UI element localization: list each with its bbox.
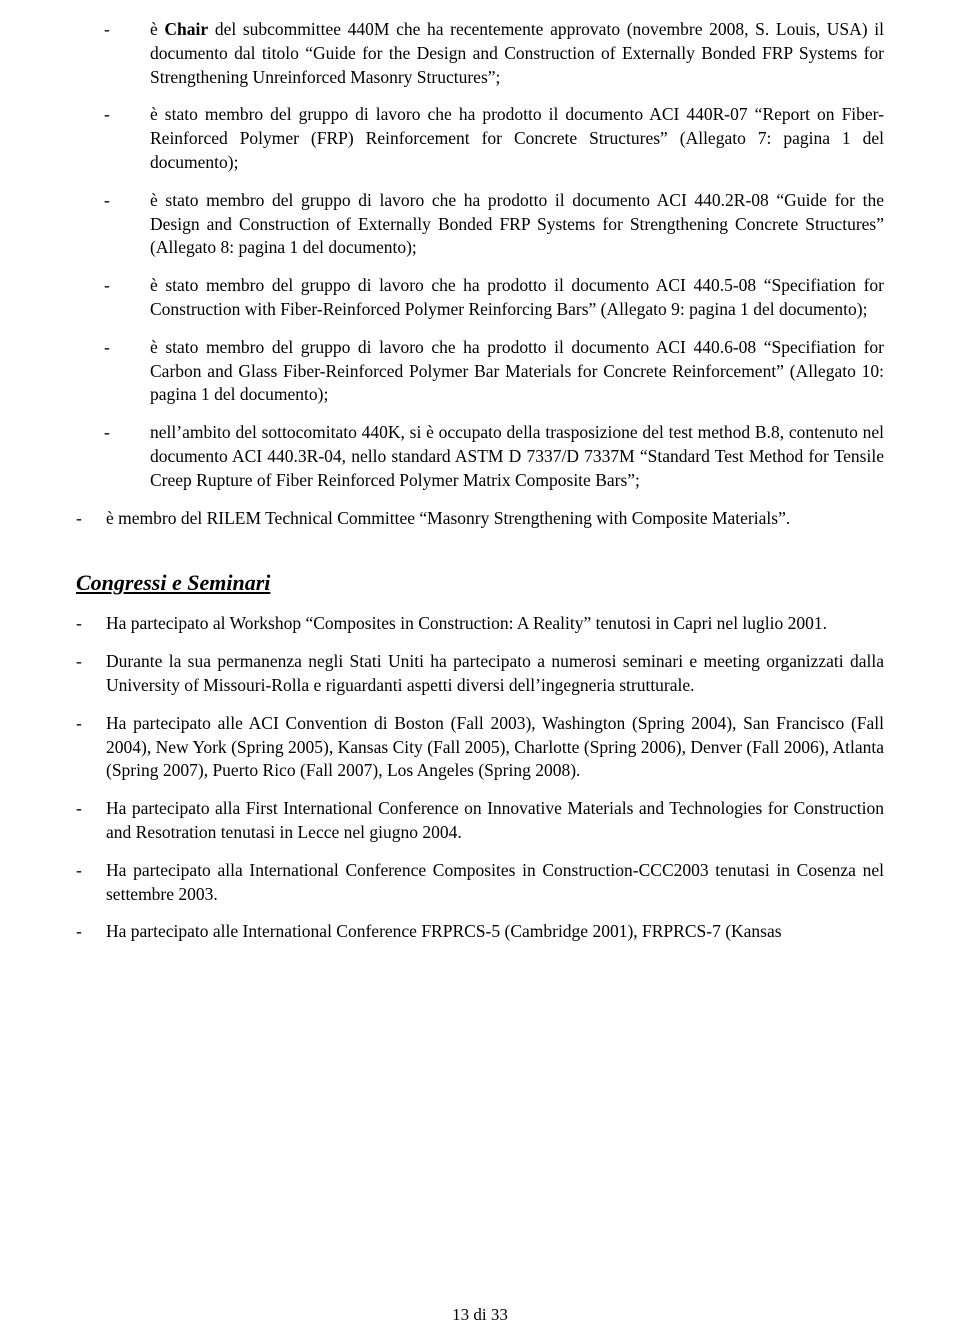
list-text: è stato membro del gruppo di lavoro che …	[150, 103, 884, 174]
text-pre: è	[150, 19, 164, 39]
page-number: 13 di 33	[0, 1305, 960, 1325]
bullet: -	[76, 612, 106, 636]
bullet: -	[76, 103, 150, 174]
list-text: è membro del RILEM Technical Committee “…	[106, 507, 884, 531]
congressi-list: - Ha partecipato al Workshop “Composites…	[76, 612, 884, 944]
text-bold: Chair	[164, 19, 208, 39]
list-text: è Chair del subcommittee 440M che ha rec…	[150, 18, 884, 89]
list-item: - è stato membro del gruppo di lavoro ch…	[76, 103, 884, 174]
bullet: -	[76, 189, 150, 260]
document-page: - è Chair del subcommittee 440M che ha r…	[0, 0, 960, 1335]
list-item: - Durante la sua permanenza negli Stati …	[76, 650, 884, 698]
list-text: è stato membro del gruppo di lavoro che …	[150, 274, 884, 322]
list-item: - Ha partecipato al Workshop “Composites…	[76, 612, 884, 636]
bullet: -	[76, 336, 150, 407]
list-text: Ha partecipato alle ACI Convention di Bo…	[106, 712, 884, 783]
list-text: Ha partecipato alla International Confer…	[106, 859, 884, 907]
bullet: -	[76, 920, 106, 944]
text-post: del subcommittee 440M che ha recentement…	[150, 19, 884, 87]
list-item: - nell’ambito del sottocomitato 440K, si…	[76, 421, 884, 492]
bullet: -	[76, 274, 150, 322]
list-item: - è stato membro del gruppo di lavoro ch…	[76, 274, 884, 322]
list-text: Durante la sua permanenza negli Stati Un…	[106, 650, 884, 698]
list-item: - Ha partecipato alle ACI Convention di …	[76, 712, 884, 783]
bullet: -	[76, 797, 106, 845]
list-item: - è stato membro del gruppo di lavoro ch…	[76, 336, 884, 407]
list-text: Ha partecipato al Workshop “Composites i…	[106, 612, 884, 636]
list-text: è stato membro del gruppo di lavoro che …	[150, 189, 884, 260]
bullet: -	[76, 650, 106, 698]
bullet: -	[76, 859, 106, 907]
bullet: -	[76, 421, 150, 492]
list-item: - è stato membro del gruppo di lavoro ch…	[76, 189, 884, 260]
bullet: -	[76, 507, 106, 531]
list-item: - è membro del RILEM Technical Committee…	[76, 507, 884, 531]
list-text: Ha partecipato alle International Confer…	[106, 920, 884, 944]
list-text: nell’ambito del sottocomitato 440K, si è…	[150, 421, 884, 492]
committee-list: - è Chair del subcommittee 440M che ha r…	[76, 18, 884, 530]
section-heading-congressi: Congressi e Seminari	[76, 570, 884, 596]
list-item: - Ha partecipato alla International Conf…	[76, 859, 884, 907]
bullet: -	[76, 18, 150, 89]
list-item: - Ha partecipato alla First Internationa…	[76, 797, 884, 845]
list-text: Ha partecipato alla First International …	[106, 797, 884, 845]
list-text: è stato membro del gruppo di lavoro che …	[150, 336, 884, 407]
bullet: -	[76, 712, 106, 783]
list-item: - è Chair del subcommittee 440M che ha r…	[76, 18, 884, 89]
list-item: - Ha partecipato alle International Conf…	[76, 920, 884, 944]
